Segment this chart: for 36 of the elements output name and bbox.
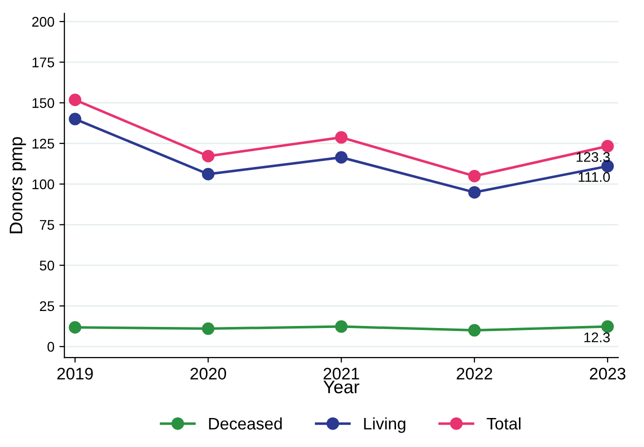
y-tick-label: 150 [32, 98, 54, 108]
point [335, 320, 348, 333]
y-axis-title: Donors pmp [10, 137, 26, 234]
point [335, 151, 348, 164]
point [468, 170, 481, 182]
legend-label: Living [364, 417, 406, 433]
y-tick-label: 25 [40, 301, 54, 312]
point [202, 322, 214, 335]
x-axis-title: Year [323, 380, 360, 394]
point [68, 321, 82, 334]
data-label: 12.3 [584, 332, 610, 342]
legend-label: Total [486, 417, 520, 430]
x-tick-label: 2021 [324, 368, 360, 380]
x-tick-label: 2019 [57, 368, 93, 380]
x-tick-label: 2020 [190, 368, 226, 380]
x-tick-label: 2022 [456, 368, 492, 380]
y-tick-label: 100 [32, 179, 54, 190]
legend-label: Deceased [209, 417, 282, 430]
point [601, 140, 614, 152]
y-tick-label: 50 [40, 260, 54, 270]
point [202, 168, 214, 180]
y-tick-label: 200 [32, 16, 54, 27]
x-tick-label: 2023 [590, 368, 626, 380]
point [68, 94, 82, 106]
y-tick-label: 0 [47, 342, 54, 352]
point [468, 324, 481, 337]
point [68, 112, 82, 126]
y-tick-label: 75 [40, 220, 54, 230]
y-tick-label: 175 [32, 58, 54, 68]
point [468, 186, 481, 199]
data-label: 111.0 [578, 172, 610, 182]
point [335, 131, 348, 144]
point [202, 150, 214, 162]
data-label: 123.3 [576, 152, 610, 162]
y-tick-label: 125 [32, 138, 54, 149]
point [601, 320, 614, 333]
